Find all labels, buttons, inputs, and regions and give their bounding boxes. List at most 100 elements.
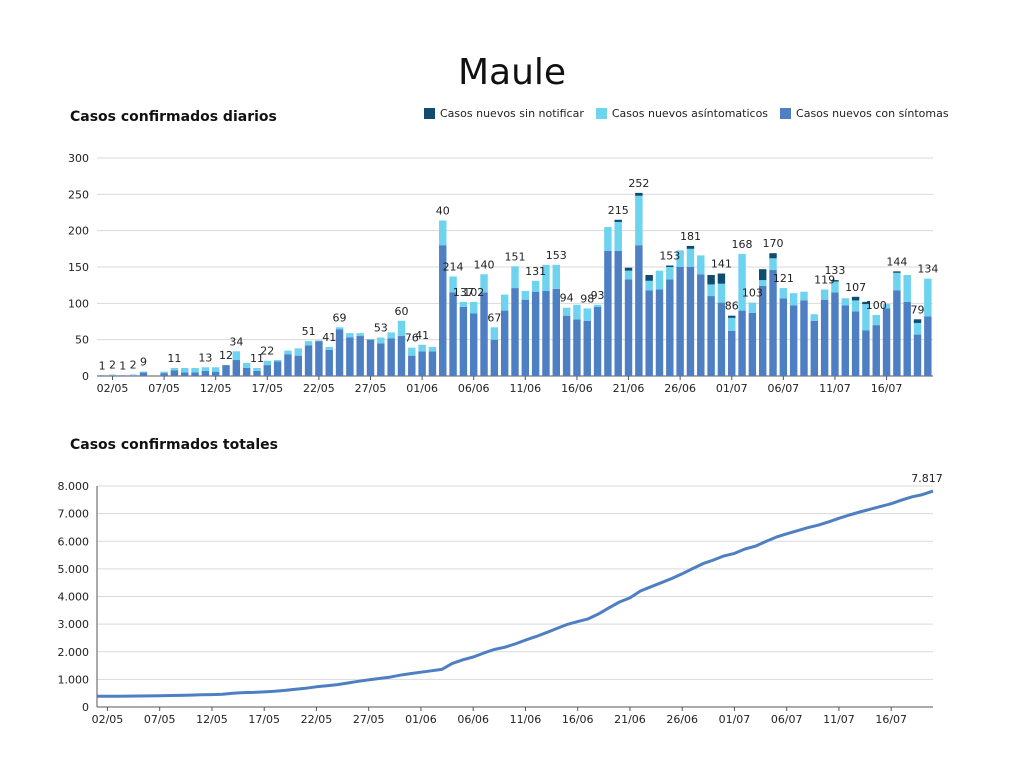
bar-con-sintomas — [119, 375, 127, 376]
bar-con-sintomas — [573, 319, 581, 376]
data-label: 131 — [525, 265, 546, 278]
bar-con-sintomas — [273, 361, 282, 376]
x-tick-label: 06/07 — [771, 713, 803, 726]
bar-con-sintomas — [284, 354, 292, 376]
bar-con-sintomas — [356, 336, 364, 376]
bar-con-sintomas — [882, 308, 891, 376]
bar-asintomaticos — [325, 346, 333, 350]
legend-swatch-sin-notificar — [424, 108, 435, 119]
data-label: 2 — [130, 359, 137, 372]
bar-con-sintomas — [800, 300, 808, 376]
data-label: 60 — [394, 305, 408, 318]
bar-asintomaticos — [769, 258, 777, 270]
bar-asintomaticos — [645, 280, 653, 291]
data-label: 100 — [866, 299, 887, 312]
bar-con-sintomas — [480, 292, 488, 376]
bar-con-sintomas — [521, 299, 530, 376]
bar-con-sintomas — [624, 279, 633, 376]
data-label: 151 — [505, 250, 526, 263]
bar-con-sintomas — [294, 355, 302, 376]
data-label: 153 — [546, 249, 567, 262]
legend-swatch-asintomaticos — [595, 108, 607, 119]
bar-con-sintomas — [139, 372, 148, 376]
bar-con-sintomas — [531, 291, 540, 376]
legend-label-asintomaticos: Casos nuevos asíntomaticos — [611, 107, 769, 120]
data-label: 102 — [463, 286, 484, 299]
data-label: 252 — [628, 177, 649, 190]
bar-asintomaticos — [841, 298, 849, 306]
legend-item-con-sintomas: Casos nuevos con síntomas — [780, 107, 949, 120]
data-label: 69 — [333, 311, 347, 324]
bar-con-sintomas — [201, 370, 210, 376]
y-tick-label: 0 — [82, 370, 89, 383]
y-tick-label: 100 — [68, 297, 89, 310]
y-tick-label: 6.000 — [58, 535, 90, 548]
bar-con-sintomas — [222, 365, 230, 376]
bar-con-sintomas — [862, 330, 870, 376]
bar-asintomaticos — [449, 276, 457, 293]
bar-con-sintomas — [604, 251, 612, 376]
bar-asintomaticos — [707, 284, 715, 297]
bar-con-sintomas — [738, 310, 746, 376]
bar-asintomaticos — [335, 327, 344, 330]
bar-con-sintomas — [841, 305, 849, 376]
bar-asintomaticos — [511, 266, 519, 289]
chart-legend: Casos nuevos sin notificar Casos nuevos … — [424, 107, 949, 120]
bar-asintomaticos — [232, 351, 241, 361]
bar-con-sintomas — [315, 341, 323, 376]
bar-sin-notificar — [666, 265, 674, 267]
bar-asintomaticos — [490, 327, 499, 340]
legend-item-asintomaticos: Casos nuevos asíntomaticos — [595, 107, 769, 120]
bar-con-sintomas — [108, 375, 117, 376]
y-tick-label: 7.000 — [58, 508, 90, 521]
legend-label-con-sintomas: Casos nuevos con síntomas — [796, 107, 949, 120]
bar-sin-notificar — [635, 192, 643, 196]
x-tick-label: 07/05 — [148, 382, 180, 395]
y-tick-label: 300 — [68, 152, 89, 165]
bar-con-sintomas — [335, 329, 344, 376]
data-label: 41 — [322, 331, 336, 344]
bar-asintomaticos — [170, 368, 179, 371]
x-tick-label: 01/07 — [716, 382, 748, 395]
bar-con-sintomas — [490, 339, 499, 376]
data-label: 121 — [773, 272, 794, 285]
bar-con-sintomas — [439, 245, 447, 376]
bar-con-sintomas — [304, 345, 313, 376]
x-tick-label: 01/07 — [719, 713, 751, 726]
bar-con-sintomas — [686, 267, 695, 376]
x-tick-label: 22/05 — [301, 713, 333, 726]
x-tick-label: 12/05 — [196, 713, 228, 726]
bar-asintomaticos — [356, 333, 364, 337]
bar-con-sintomas — [924, 316, 932, 376]
bar-sin-notificar — [758, 269, 767, 281]
x-tick-label: 02/05 — [92, 713, 124, 726]
bar-con-sintomas — [903, 301, 911, 376]
y-tick-label: 5.000 — [58, 563, 90, 576]
data-label: 11 — [250, 352, 264, 365]
series-line-total — [97, 489, 934, 698]
data-label: 2 — [109, 359, 116, 372]
data-label: 9 — [140, 356, 147, 369]
bar-asintomaticos — [418, 344, 426, 352]
bar-asintomaticos — [294, 348, 302, 356]
x-tick-label: 02/05 — [97, 382, 129, 395]
bar-con-sintomas — [635, 245, 643, 376]
bar-asintomaticos — [862, 304, 870, 331]
bar-asintomaticos — [439, 220, 447, 246]
data-label: 119 — [814, 274, 835, 287]
bar-asintomaticos — [346, 333, 354, 338]
data-label: 140 — [474, 258, 495, 271]
x-tick-label: 16/06 — [562, 713, 594, 726]
bar-sin-notificar — [624, 267, 633, 271]
bar-asintomaticos — [748, 302, 757, 313]
bar-asintomaticos — [315, 340, 323, 342]
bar-asintomaticos — [139, 371, 148, 373]
bar-con-sintomas — [129, 375, 137, 376]
data-label: 134 — [917, 263, 938, 276]
bar-asintomaticos — [593, 304, 602, 307]
bar-con-sintomas — [408, 355, 416, 376]
legend-swatch-con-sintomas — [780, 108, 792, 119]
bar-asintomaticos — [273, 360, 282, 362]
